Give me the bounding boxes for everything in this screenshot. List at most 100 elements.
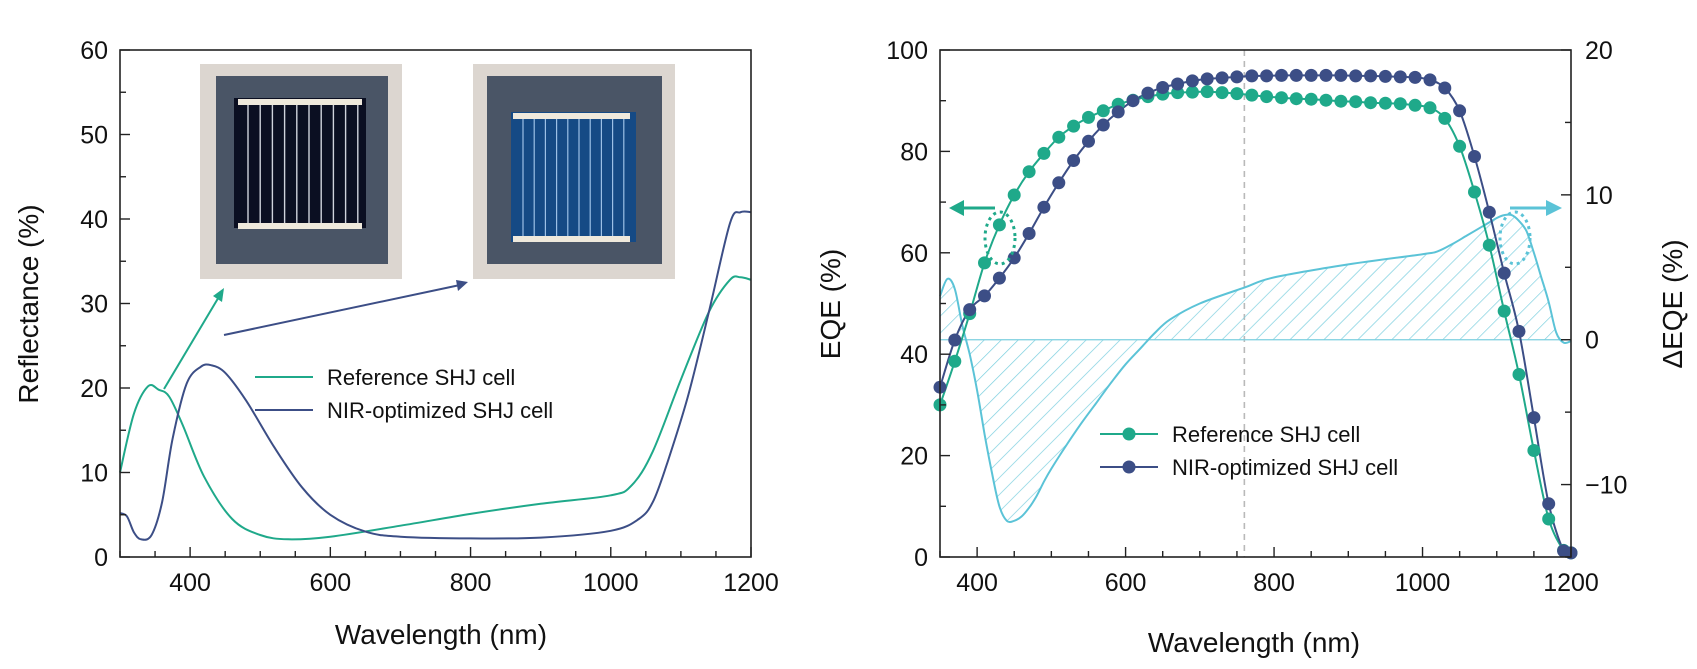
eqe-point-nir (1156, 81, 1170, 94)
eqe-point-nir (1542, 497, 1556, 511)
reflectance-line-nir (119, 210, 752, 541)
eqe-point-nir (1200, 72, 1214, 86)
eqe-point-reference (1304, 92, 1318, 106)
eqe-point-reference (1007, 188, 1021, 202)
eqe-point-nir (1497, 266, 1511, 280)
eqe-point-reference (1542, 512, 1556, 526)
eqe-point-reference (1260, 90, 1274, 104)
eqe-point-nir (1393, 70, 1407, 84)
eqe-point-reference (1022, 165, 1036, 179)
eqe-point-nir (1111, 105, 1125, 119)
eqe-point-nir (978, 289, 991, 303)
eqe-point-nir (1141, 86, 1155, 100)
reference-cell-fingers (247, 104, 359, 224)
eqe-point-nir (963, 303, 977, 317)
eqe-point-nir (948, 333, 962, 347)
eqe-series-layer (933, 68, 1578, 560)
y-tick-label: 20 (80, 375, 108, 403)
y-tick-label: 40 (80, 206, 108, 234)
eqe-y-axis-label: EQE (%) (815, 249, 846, 359)
legend-label-reference: Reference SHJ cell (327, 365, 515, 390)
y2-tick-label: 20 (1585, 37, 1613, 65)
eqe-point-nir (1453, 104, 1467, 118)
y-tick-label: 10 (80, 460, 108, 488)
left-axis-indicator (949, 200, 1017, 266)
x-tick-label: 600 (309, 569, 351, 597)
eqe-point-nir (1037, 200, 1051, 214)
eqe-point-reference (1334, 94, 1348, 108)
eqe-point-reference (1393, 97, 1407, 111)
eqe-point-reference (1082, 110, 1095, 124)
eqe-point-reference (1185, 85, 1199, 99)
y-tick-label: 60 (900, 240, 928, 268)
x-tick-label: 1200 (723, 569, 779, 597)
legend-marker-nir-eqe (1122, 460, 1136, 474)
eqe-point-reference (1067, 119, 1081, 133)
eqe-point-nir (992, 271, 1006, 285)
delta-eqe-y-axis-label: ΔEQE (%) (1657, 239, 1688, 368)
eqe-point-nir (1482, 205, 1496, 219)
y-tick-label: 0 (914, 544, 928, 572)
eqe-point-reference (1512, 368, 1526, 381)
y-tick-label: 100 (886, 37, 928, 65)
eqe-point-nir (1378, 69, 1392, 83)
eqe-point-reference (1423, 101, 1437, 115)
eqe-point-nir (1126, 94, 1140, 108)
eqe-point-nir (1230, 70, 1244, 84)
eqe-point-reference (1052, 130, 1066, 144)
eqe-point-reference (978, 256, 991, 270)
eqe-point-nir (1275, 68, 1288, 82)
eqe-x-axis-label: Wavelength (nm) (1148, 627, 1360, 658)
eqe-point-reference (1037, 146, 1051, 160)
reflectance-x-axis-label: Wavelength (nm) (335, 619, 547, 650)
y-tick-label: 0 (94, 544, 108, 572)
eqe-point-nir (1067, 154, 1081, 167)
eqe-point-nir (1052, 176, 1066, 190)
eqe-point-reference (1215, 86, 1229, 100)
y-tick-label: 50 (80, 122, 108, 150)
x-tick-label: 1200 (1543, 569, 1599, 597)
eqe-point-reference (1230, 87, 1244, 101)
eqe-legend: Reference SHJ cell NIR-optimized SHJ cel… (1100, 422, 1398, 480)
x-tick-label: 800 (450, 569, 492, 597)
eqe-point-nir (1527, 411, 1541, 425)
y-tick-label: 80 (900, 138, 928, 166)
eqe-point-nir (1423, 73, 1437, 87)
eqe-point-reference (1378, 96, 1392, 110)
y2-tick-label: 0 (1585, 327, 1599, 355)
eqe-point-nir (1007, 251, 1021, 265)
eqe-point-reference (1200, 85, 1214, 99)
eqe-point-nir (1512, 324, 1526, 338)
x-tick-label: 1000 (583, 569, 639, 597)
right-axis-indicator (1498, 200, 1562, 266)
x-tick-label: 1000 (1395, 569, 1451, 597)
delta-eqe-hatch-fill (940, 214, 1571, 523)
reflectance-line-reference (119, 275, 752, 541)
reflectance-chart: Reference SHJ cell NIR-optimized SHJ cel… (13, 37, 779, 650)
eqe-point-nir (1082, 134, 1095, 148)
legend-label-nir: NIR-optimized SHJ cell (327, 398, 553, 423)
eqe-point-reference (1364, 96, 1378, 110)
eqe-point-reference (1527, 444, 1541, 457)
delta-eqe-line (939, 213, 1572, 524)
x-tick-label: 600 (1105, 569, 1147, 597)
legend-label-reference-eqe: Reference SHJ cell (1172, 422, 1360, 447)
eqe-point-nir (1289, 68, 1303, 82)
eqe-point-reference (1319, 93, 1333, 107)
eqe-axes: 400 600 800 1000 1200 0 20 40 60 80 100 −10 0 10 20 (886, 37, 1627, 597)
eqe-point-nir (1185, 74, 1199, 88)
eqe-point-reference (1438, 111, 1452, 125)
reflectance-y-axis-label: Reflectance (%) (13, 204, 44, 403)
reflectance-series-layer (119, 210, 752, 541)
nir-optimized-cell-photo (473, 64, 675, 279)
eqe-point-nir (1334, 68, 1348, 82)
y-tick-label: 20 (900, 443, 928, 471)
eqe-point-reference (1349, 95, 1363, 109)
eqe-point-reference (992, 218, 1006, 232)
x-tick-label: 400 (169, 569, 211, 597)
eqe-point-nir (1349, 69, 1363, 83)
eqe-point-reference (1096, 104, 1110, 118)
reference-cell-photo (200, 64, 402, 279)
eqe-point-reference (1497, 304, 1511, 318)
